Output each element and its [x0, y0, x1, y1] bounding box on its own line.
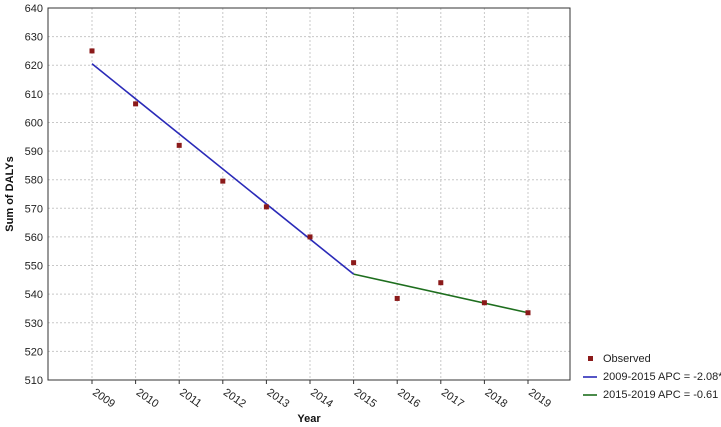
legend-swatch-observed [588, 356, 593, 361]
series-layer [89, 48, 531, 316]
observed-point [133, 101, 139, 107]
observed-point [220, 178, 226, 184]
y-tick-label: 590 [25, 146, 43, 158]
y-axis: 510 520 530 540 550 560 570 580 590 600 610 620 630 6… [25, 3, 43, 387]
x-tick-label: 2009 [90, 387, 117, 411]
observed-point [176, 142, 182, 148]
segment-line [353, 273, 529, 314]
x-tick-label: 2012 [221, 387, 248, 411]
x-axis-title: Year [297, 413, 321, 425]
x-tick-label: 2010 [134, 387, 161, 411]
grid [48, 7, 570, 381]
y-tick-label: 640 [25, 3, 43, 15]
x-tick-label: 2019 [526, 387, 553, 411]
observed-point [351, 260, 357, 266]
legend: Observed 2009-2015 APC = -2.08* 2015-2019 … [583, 353, 721, 401]
y-tick-label: 520 [25, 346, 43, 358]
y-axis-title: Sum of DALYs [4, 156, 16, 231]
x-tick-label: 2015 [352, 387, 379, 411]
y-tick-label: 530 [25, 318, 43, 330]
y-tick-label: 570 [25, 203, 43, 215]
x-tick-label: 2016 [395, 387, 422, 411]
observed-point [438, 280, 444, 286]
observed-point [89, 48, 95, 54]
legend-label: Observed [603, 353, 651, 365]
observed-point [394, 295, 400, 301]
x-tick-label: 2011 [177, 387, 203, 410]
x-tick-label: 2013 [265, 387, 292, 411]
x-tick-label: 2018 [483, 387, 510, 411]
y-tick-label: 610 [25, 89, 43, 101]
observed-point [263, 204, 269, 210]
y-tick-label: 550 [25, 261, 43, 273]
y-tick-label: 620 [25, 60, 43, 72]
observed-point [307, 234, 313, 240]
y-tick-label: 630 [25, 32, 43, 44]
y-tick-label: 540 [25, 289, 43, 301]
observed-point [525, 310, 531, 316]
legend-label: 2009-2015 APC = -2.08* [603, 371, 721, 383]
legend-label: 2015-2019 APC = -0.61 [603, 389, 718, 401]
x-axis: 2009 2010 2011 2012 2013 2014 2015 2016 2017 2018… [90, 380, 553, 410]
segment-line [91, 63, 355, 275]
y-tick-label: 510 [25, 375, 43, 387]
y-tick-label: 600 [25, 117, 43, 129]
x-tick-label: 2017 [439, 387, 466, 411]
y-tick-label: 580 [25, 175, 43, 187]
observed-point [481, 300, 487, 306]
y-tick-label: 560 [25, 232, 43, 244]
plot-area [47, 7, 571, 381]
x-tick-label: 2014 [308, 387, 335, 411]
